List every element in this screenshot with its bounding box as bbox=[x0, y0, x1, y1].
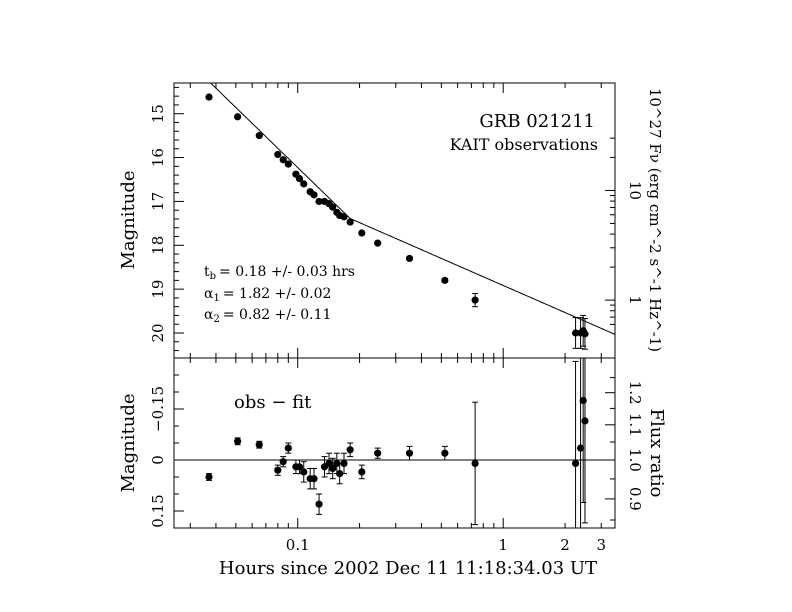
bottom-y-tick-label: 0 bbox=[149, 455, 167, 465]
param-a1-value: = 1.82 +/- 0.02 bbox=[223, 286, 332, 302]
bottom-right-tick-label: 0.9 bbox=[626, 487, 644, 511]
residual-data-point bbox=[576, 444, 585, 452]
residual-data-point bbox=[255, 441, 263, 449]
top-y-tick-label: 16 bbox=[149, 148, 167, 167]
param-a2-subscript: 2 bbox=[213, 314, 219, 325]
top-data-point bbox=[284, 160, 292, 168]
top-data-point bbox=[358, 229, 366, 237]
residual-data-point bbox=[374, 449, 382, 457]
top-data-point bbox=[581, 330, 589, 338]
top-data-point bbox=[310, 191, 318, 199]
residual-data-point bbox=[274, 466, 282, 474]
param-a2: α2 = 0.82 +/- 0.11 bbox=[204, 307, 331, 325]
top-data-point bbox=[441, 276, 449, 284]
top-data-point bbox=[405, 254, 414, 263]
residual-data-point bbox=[336, 470, 344, 478]
param-tb: tb = 0.18 +/- 0.03 hrs bbox=[204, 264, 355, 282]
residual-data-point bbox=[234, 437, 242, 445]
x-tick-label: 0.1 bbox=[286, 536, 310, 554]
top-data-point bbox=[300, 180, 308, 188]
bottom-y-axis-label: Magnitude bbox=[118, 393, 139, 492]
param-a2-value: = 0.82 +/- 0.11 bbox=[223, 307, 332, 323]
top-data-point bbox=[234, 113, 242, 121]
top-data-point bbox=[279, 156, 287, 164]
residual-data-point bbox=[329, 464, 337, 473]
top-data-point bbox=[329, 203, 337, 211]
residual-data-point bbox=[340, 459, 348, 467]
residual-data-point bbox=[405, 449, 414, 457]
top-data-point bbox=[205, 93, 213, 101]
top-data-point bbox=[295, 175, 304, 183]
fit-line bbox=[210, 82, 616, 335]
param-tb-subscript: b bbox=[210, 271, 216, 282]
top-right-axis-label: 10^27 Fν (erg cm^-2 s^-1 Hz^-1) bbox=[646, 88, 664, 352]
param-a1-symbol: α bbox=[204, 286, 214, 302]
x-tick-label: 3 bbox=[596, 536, 606, 554]
param-a2-symbol: α bbox=[204, 307, 214, 323]
top-data-point bbox=[315, 197, 323, 206]
top-y-tick-label: 19 bbox=[149, 280, 167, 299]
top-data-point bbox=[340, 213, 348, 221]
top-y-tick-label: 15 bbox=[149, 104, 167, 123]
residual-data-point bbox=[581, 417, 589, 425]
residual-data-point bbox=[284, 444, 292, 452]
residual-data-point bbox=[315, 500, 323, 508]
residual-data-point bbox=[295, 463, 304, 471]
top-y-tick-label: 17 bbox=[149, 192, 167, 211]
bottom-y-tick-label: −0.15 bbox=[149, 386, 167, 432]
fit-curve bbox=[210, 82, 616, 335]
top-data-points bbox=[205, 93, 589, 350]
residual-data-point bbox=[325, 459, 333, 467]
bottom-right-tick-label: 1.1 bbox=[626, 413, 644, 437]
bottom-y-tick-label: 0.15 bbox=[149, 494, 167, 527]
top-data-point bbox=[346, 218, 354, 226]
residual-annotation: obs − fit bbox=[234, 392, 312, 413]
bottom-right-tick-label: 1.2 bbox=[626, 381, 644, 405]
top-data-point bbox=[571, 329, 580, 337]
top-y-tick-label: 18 bbox=[149, 236, 167, 255]
top-data-point bbox=[471, 296, 479, 304]
param-a1-subscript: 1 bbox=[213, 293, 219, 304]
residual-data-point bbox=[310, 475, 318, 483]
residual-data-point bbox=[571, 459, 580, 467]
axis-ticks: 0.1 1 2 3 15 16 17 18 19 20 10 1 −0.15 0 0.15 1.2 1.1 1.0… bbox=[149, 83, 644, 554]
param-a1: α1 = 1.82 +/- 0.02 bbox=[204, 286, 331, 304]
chart-subtitle: KAIT observations bbox=[450, 135, 598, 154]
residual-data-point bbox=[358, 468, 366, 476]
bottom-right-tick-label: 1.0 bbox=[626, 448, 644, 472]
fit-parameters: tb = 0.18 +/- 0.03 hrs α1 = 1.82 +/- 0.02 … bbox=[204, 264, 355, 325]
residual-data-point bbox=[279, 458, 287, 466]
residual-data-point bbox=[579, 396, 587, 405]
top-right-tick-label: 10 bbox=[626, 181, 644, 200]
param-tb-value: = 0.18 +/- 0.03 hrs bbox=[219, 264, 355, 280]
top-y-tick-label: 20 bbox=[149, 323, 167, 342]
top-data-point bbox=[374, 239, 382, 247]
top-data-point bbox=[274, 150, 282, 159]
x-tick-label: 2 bbox=[560, 536, 570, 554]
top-data-point bbox=[255, 132, 263, 140]
x-axis-label: Hours since 2002 Dec 11 11:18:34.03 UT bbox=[219, 558, 597, 579]
residual-data-point bbox=[205, 473, 213, 481]
residual-data-points bbox=[205, 358, 589, 528]
param-tb-symbol: t bbox=[204, 264, 210, 280]
chart-title: GRB 021211 bbox=[479, 111, 595, 132]
residual-data-point bbox=[471, 459, 479, 467]
residual-data-point bbox=[346, 446, 354, 454]
x-tick-label: 1 bbox=[498, 536, 508, 554]
top-right-tick-label: 1 bbox=[626, 295, 644, 305]
top-y-axis-label: Magnitude bbox=[118, 170, 139, 269]
bottom-right-axis-label: Flux ratio bbox=[646, 409, 667, 498]
residual-data-point bbox=[300, 468, 308, 476]
residual-data-point bbox=[441, 449, 449, 457]
